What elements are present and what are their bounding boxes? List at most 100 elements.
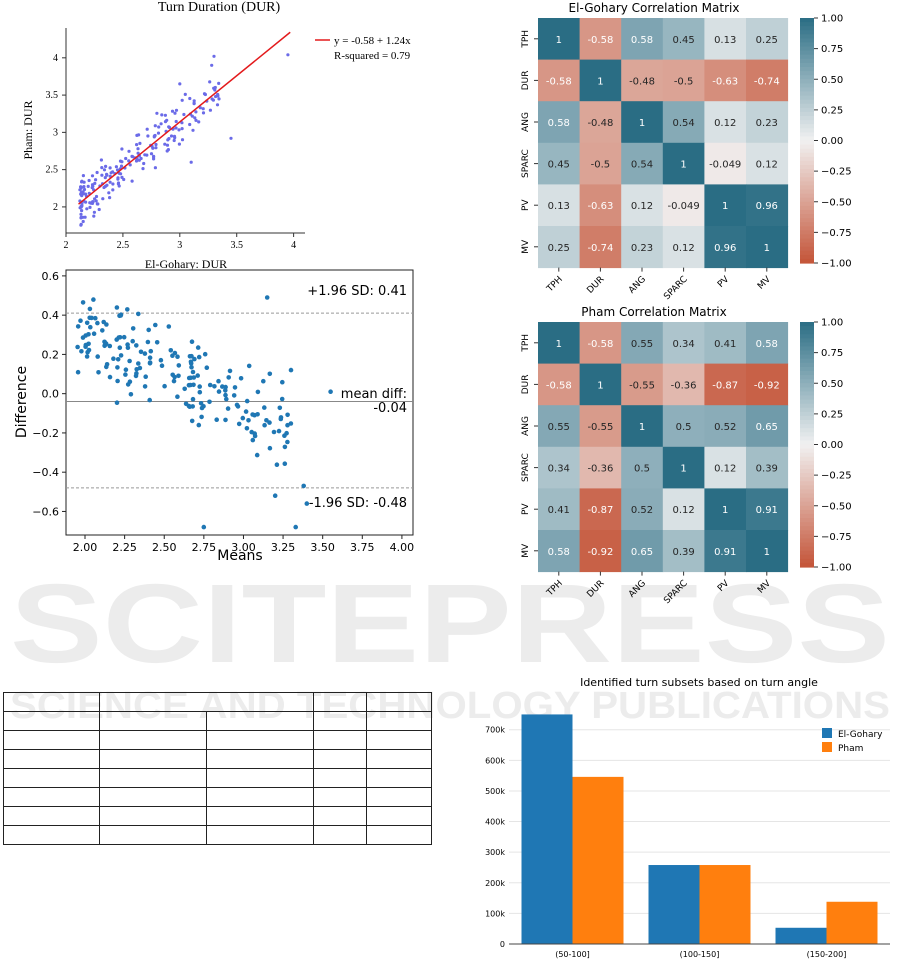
heatmap-cell-value: 0.55 (631, 339, 653, 350)
heatmap-cell (621, 363, 664, 406)
x-tick-label: 2.50 (152, 541, 177, 554)
colorbar-segment (800, 334, 814, 339)
empty-table (3, 692, 432, 845)
data-point (158, 357, 164, 363)
colorbar-segment (800, 481, 814, 486)
colorbar-segment (800, 424, 814, 429)
colorbar-tick-label: 0.50 (821, 75, 843, 86)
colorbar-segment (800, 436, 814, 442)
scatter-point (82, 187, 87, 192)
heatmap-cell (538, 405, 581, 448)
data-point (271, 429, 277, 435)
scatter-point (191, 128, 195, 132)
regression-line (78, 31, 291, 205)
row-label: PV (521, 199, 531, 211)
scatter-point (178, 82, 182, 86)
x-tick-label: 3 (177, 240, 182, 251)
data-point (91, 331, 97, 336)
colorbar-segment (800, 420, 814, 425)
data-point (95, 320, 100, 326)
bars (521, 714, 878, 944)
data-point (107, 374, 113, 380)
data-point (86, 332, 91, 337)
heatmap-cell (704, 142, 747, 185)
colorbar-tick-label: −0.25 (821, 167, 852, 178)
heatmap-cell-value: 0.52 (631, 505, 653, 516)
x-tick-label: 2 (64, 240, 69, 251)
data-point (91, 297, 96, 302)
data-point (143, 374, 148, 379)
colorbar-segment (800, 205, 814, 211)
colorbar-segment (800, 428, 814, 433)
heatmap-cell-value: 0.65 (756, 422, 778, 433)
scatter-point (145, 127, 149, 131)
heatmap-cell-value: -0.87 (587, 505, 613, 516)
heatmap-cell (746, 59, 789, 102)
pham-correlation-heatmap: Pham Correlation Matrix 1 -0.58 0.55 0.34 0.… (521, 305, 852, 606)
data-point (189, 365, 194, 370)
heatmap-cell (579, 530, 622, 573)
data-point (125, 382, 131, 387)
data-point (87, 306, 93, 312)
scatter-point (189, 160, 193, 164)
data-point (189, 418, 195, 424)
data-point (216, 389, 222, 394)
scatter-point (90, 174, 95, 178)
legend: y = -0.58 + 1.24x R-squared = 0.79 (315, 35, 411, 62)
difference-points (75, 295, 333, 530)
colorbar-segment (800, 497, 814, 503)
heatmap-cell (538, 363, 581, 406)
data-point (204, 365, 210, 370)
colorbar-segment (800, 71, 814, 76)
data-point (254, 452, 260, 458)
table-cell (206, 806, 314, 826)
scatter-point (197, 120, 201, 124)
scatter-point (210, 63, 214, 67)
data-point (279, 396, 285, 402)
scatter-point (154, 142, 158, 147)
colorbar-segment (800, 42, 814, 48)
scatter-point (141, 167, 145, 171)
colorbar-segment (800, 173, 814, 178)
data-point (153, 322, 158, 328)
y-tick-label: 2 (53, 202, 58, 213)
colorbar-segment (800, 128, 814, 133)
x-tick-label: 3.25 (271, 541, 296, 554)
legend-r-squared: R-squared = 0.79 (334, 50, 411, 62)
heatmap-cell-labels: 1 -0.58 0.58 0.45 0.13 0.25 -0.58 1 -0.48 -0.5 -0.… (546, 35, 780, 254)
colorbar-tick-label: 0.25 (821, 105, 843, 116)
data-point (224, 396, 229, 402)
heatmap-cell (746, 488, 789, 531)
data-point (267, 371, 273, 377)
colorbar-tick-label: −0.50 (821, 501, 852, 512)
data-point (234, 402, 240, 408)
colorbar (800, 18, 814, 264)
heatmap-cell (621, 405, 664, 448)
scatter-point (149, 152, 154, 156)
x-tick-label: 4.00 (390, 541, 415, 554)
table-cell (206, 768, 314, 788)
data-point (304, 501, 310, 506)
scatter-point (108, 180, 112, 184)
data-point (125, 307, 130, 312)
data-point (189, 353, 194, 359)
colorbar-segment (800, 464, 814, 470)
heatmap-cell-value: 0.5 (634, 464, 650, 475)
heatmap-cell (538, 18, 581, 61)
scatter-point (160, 113, 164, 117)
colorbar-tick-label: 1.00 (821, 318, 843, 329)
heatmap-cell-value: -0.74 (587, 243, 613, 254)
scatter-point (154, 146, 158, 150)
colorbar-segment (800, 197, 814, 203)
bar-el-gohary (521, 714, 573, 944)
scatter-point (122, 177, 126, 182)
column-label: MV (756, 578, 774, 596)
data-point (231, 393, 237, 398)
y-tick-label: 2.5 (46, 165, 59, 176)
heatmap-cell (662, 530, 705, 573)
data-point (195, 373, 200, 378)
scatter-point (84, 192, 88, 196)
data-point (262, 405, 267, 410)
colorbar-segment (800, 140, 814, 146)
colorbar-segment (800, 111, 814, 117)
